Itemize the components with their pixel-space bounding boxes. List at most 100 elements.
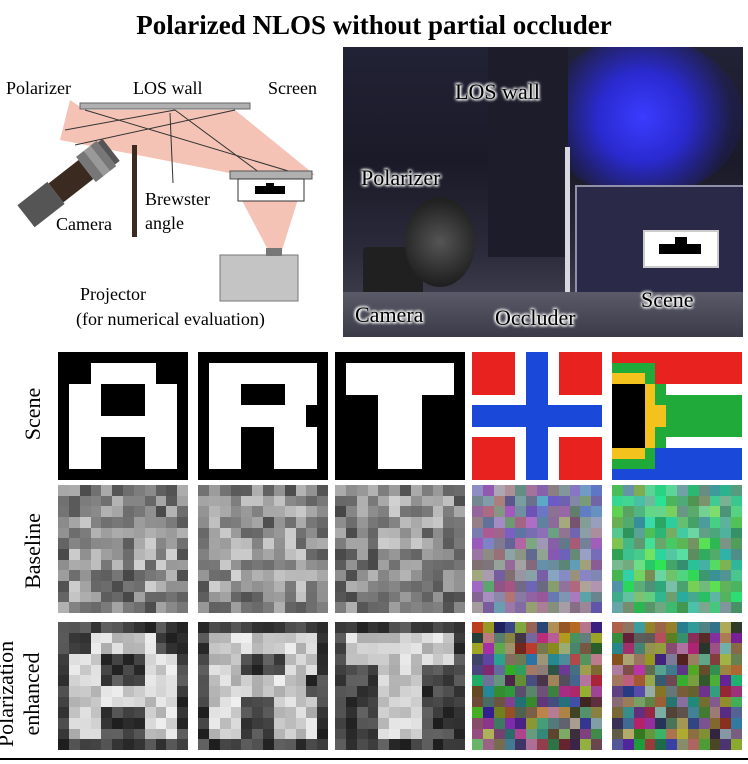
pixel bbox=[133, 437, 145, 449]
pixel bbox=[731, 728, 743, 740]
pixel bbox=[58, 622, 69, 633]
pixel bbox=[558, 527, 570, 539]
pixel bbox=[493, 581, 505, 592]
pixel bbox=[698, 373, 710, 385]
pixel bbox=[263, 373, 274, 385]
pixel bbox=[208, 739, 220, 751]
baseline-image-flag-2 bbox=[612, 485, 743, 614]
pixel bbox=[493, 362, 505, 374]
pixel bbox=[515, 527, 527, 539]
pixel bbox=[230, 506, 242, 518]
pixel bbox=[367, 405, 379, 417]
row-label-baseline: Baseline bbox=[20, 513, 45, 589]
pixel bbox=[378, 591, 390, 603]
pixel bbox=[526, 506, 538, 518]
pixel bbox=[454, 718, 466, 729]
pixel bbox=[421, 405, 433, 417]
pixel bbox=[133, 675, 145, 687]
pixel bbox=[515, 426, 527, 438]
pixel bbox=[335, 527, 346, 539]
pixel bbox=[79, 570, 91, 582]
pixel bbox=[166, 416, 178, 427]
pixel bbox=[591, 426, 603, 438]
pixel bbox=[144, 506, 156, 518]
pixel bbox=[367, 581, 379, 592]
pixel bbox=[400, 686, 411, 697]
pixel bbox=[335, 469, 346, 481]
pixel bbox=[306, 570, 318, 582]
pixel bbox=[666, 739, 678, 751]
pixel bbox=[389, 559, 401, 571]
occluder-post bbox=[132, 145, 137, 237]
pixel bbox=[547, 664, 559, 676]
pixel bbox=[612, 394, 623, 406]
pixel bbox=[400, 495, 411, 507]
pixel bbox=[208, 696, 220, 708]
pixel bbox=[400, 591, 411, 603]
pixel bbox=[493, 458, 505, 470]
scene-image-t bbox=[335, 352, 466, 481]
pixel bbox=[547, 686, 559, 697]
pixel bbox=[68, 352, 80, 363]
wall-glow bbox=[543, 47, 743, 197]
pixel bbox=[687, 622, 699, 633]
pixel bbox=[677, 458, 688, 470]
pixel bbox=[263, 527, 274, 539]
pixel bbox=[454, 602, 466, 614]
pixel bbox=[644, 654, 656, 665]
pixel bbox=[252, 559, 264, 571]
pixel bbox=[580, 527, 592, 539]
pixel bbox=[580, 696, 592, 708]
pixel bbox=[68, 570, 80, 582]
pixel bbox=[443, 416, 455, 427]
pixel bbox=[166, 591, 178, 603]
pixel bbox=[144, 559, 156, 571]
pixel bbox=[155, 416, 167, 427]
pixel bbox=[389, 602, 401, 614]
pixel bbox=[389, 437, 401, 449]
pixel bbox=[580, 654, 592, 665]
pixel bbox=[177, 437, 189, 449]
pixel bbox=[687, 517, 699, 528]
pixel bbox=[378, 394, 390, 406]
pixel bbox=[421, 538, 433, 550]
pixel bbox=[443, 469, 455, 481]
pixel bbox=[432, 559, 444, 571]
pixel bbox=[356, 686, 368, 697]
pixel bbox=[306, 728, 318, 740]
pixel bbox=[378, 686, 390, 697]
pixel bbox=[356, 602, 368, 614]
pixel bbox=[101, 686, 113, 697]
pixel bbox=[515, 643, 527, 655]
pixel bbox=[166, 664, 178, 676]
pixel bbox=[356, 384, 368, 395]
pixel bbox=[378, 458, 390, 470]
pixel bbox=[155, 602, 167, 614]
pixel bbox=[515, 739, 527, 751]
pixel bbox=[400, 581, 411, 592]
pixel bbox=[537, 538, 548, 550]
pixel bbox=[356, 517, 368, 528]
pixel bbox=[68, 517, 80, 528]
pixel bbox=[58, 739, 69, 751]
pixel bbox=[698, 570, 710, 582]
pixel bbox=[655, 728, 667, 740]
pixel bbox=[612, 517, 623, 528]
pixel bbox=[537, 416, 548, 427]
pixel bbox=[421, 352, 433, 363]
pixel bbox=[345, 622, 357, 633]
pixel bbox=[263, 458, 274, 470]
pixel bbox=[112, 739, 124, 751]
pixel bbox=[515, 559, 527, 571]
pixel bbox=[677, 362, 688, 374]
pixel bbox=[123, 538, 134, 550]
pixel bbox=[198, 506, 209, 518]
pixel bbox=[306, 739, 318, 751]
pixel bbox=[112, 517, 124, 528]
pixel bbox=[687, 426, 699, 438]
pixel bbox=[166, 718, 178, 729]
pixel bbox=[537, 728, 548, 740]
pixel bbox=[633, 654, 645, 665]
pixel bbox=[389, 632, 401, 644]
pixel bbox=[633, 622, 645, 633]
